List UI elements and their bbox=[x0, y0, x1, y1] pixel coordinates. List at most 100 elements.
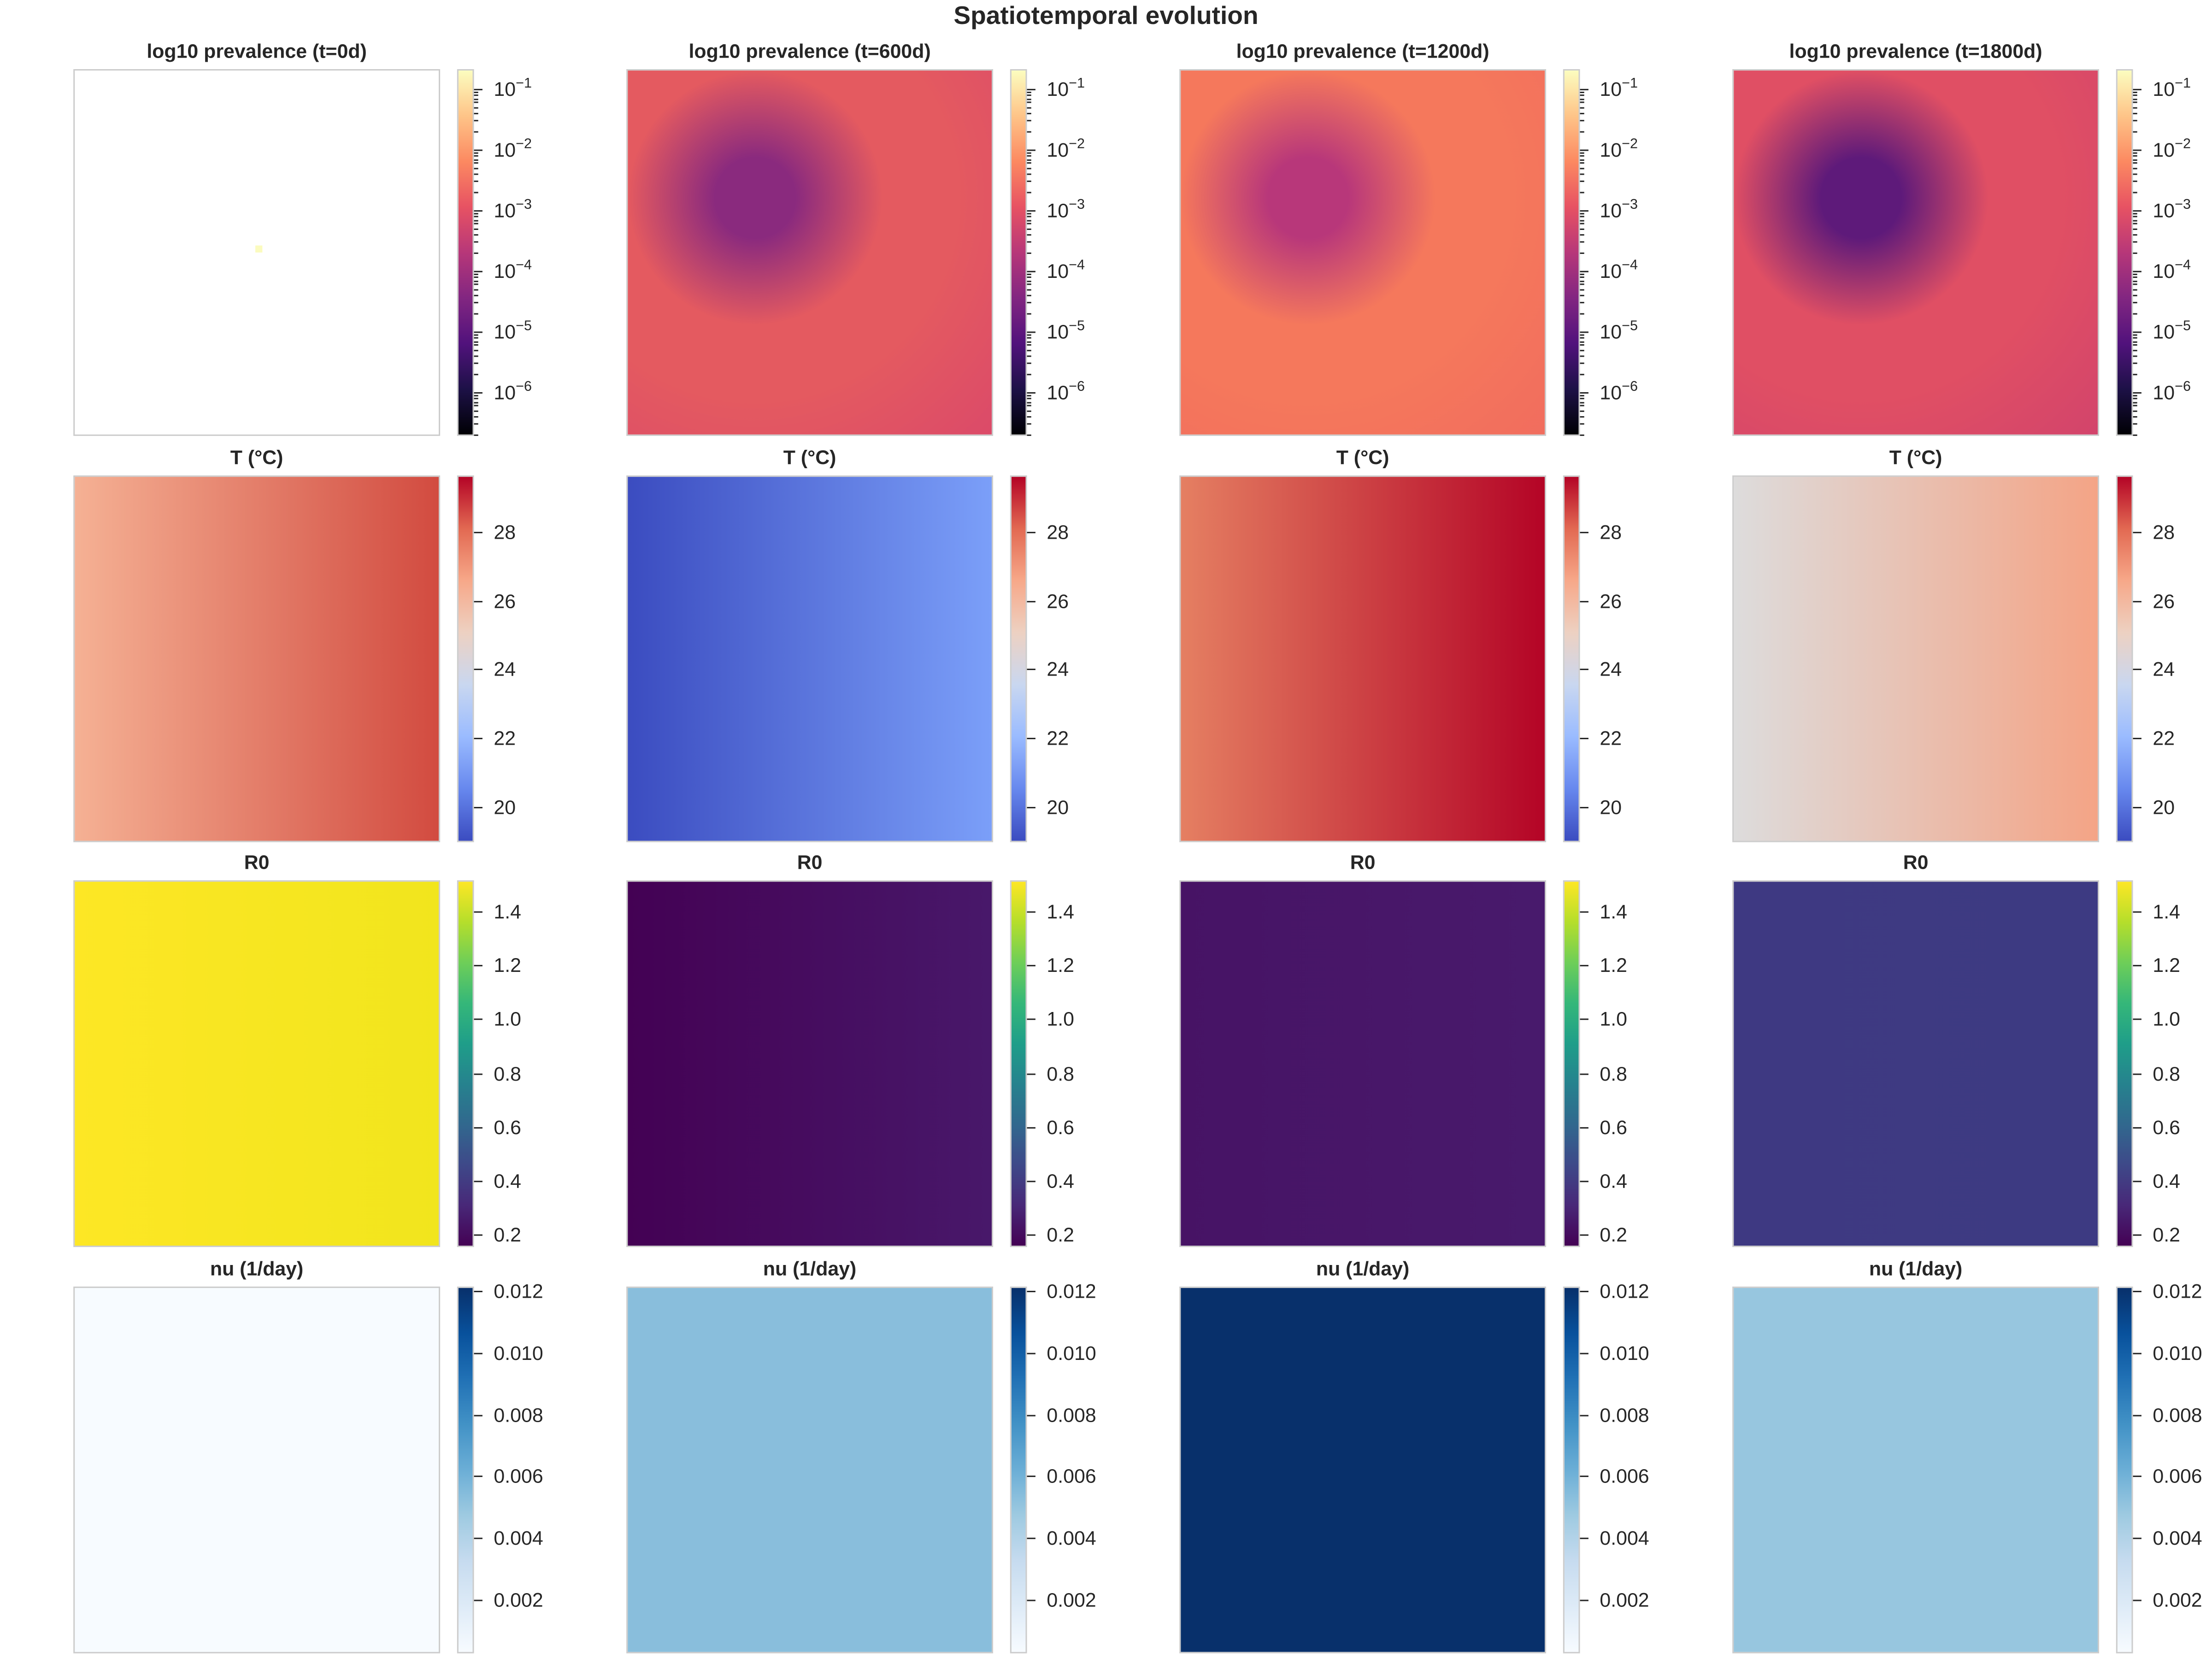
colorbar-tick-label: 0.2 bbox=[1600, 1224, 1627, 1247]
minor-tick bbox=[1580, 167, 1584, 169]
colorbar-tick-label: 1.0 bbox=[494, 1008, 522, 1031]
major-tick bbox=[474, 392, 482, 394]
minor-tick bbox=[1580, 98, 1584, 100]
minor-tick bbox=[1027, 424, 1031, 425]
minor-tick bbox=[1580, 228, 1584, 230]
tick-base: 10 bbox=[2153, 381, 2175, 404]
major-tick bbox=[2133, 1537, 2141, 1540]
tick-base: 10 bbox=[1600, 320, 1622, 343]
major-tick bbox=[474, 531, 482, 533]
colorbar-tick-label: 0.006 bbox=[494, 1465, 543, 1488]
major-tick bbox=[1580, 331, 1588, 333]
major-tick bbox=[2133, 1019, 2141, 1021]
minor-tick bbox=[1580, 216, 1584, 218]
minor-tick bbox=[1580, 284, 1584, 286]
minor-tick bbox=[2133, 374, 2137, 376]
colorbar-tick-label: 10−2 bbox=[1600, 136, 1638, 159]
colorbar-tick-label: 0.010 bbox=[2153, 1341, 2202, 1364]
colorbar-tick-label: 10−6 bbox=[2153, 379, 2191, 404]
minor-tick bbox=[2133, 159, 2137, 160]
heatmap-prevalence-3 bbox=[1732, 69, 2100, 436]
minor-tick bbox=[474, 98, 478, 100]
major-tick bbox=[1580, 600, 1588, 602]
colorbar-tick-label: 20 bbox=[2153, 795, 2175, 818]
tick-base: 10 bbox=[1047, 259, 1069, 282]
major-tick bbox=[474, 600, 482, 602]
colorbar-tick-label: 0.012 bbox=[494, 1280, 543, 1303]
minor-tick bbox=[1027, 363, 1031, 365]
minor-tick bbox=[2133, 91, 2137, 93]
tick-exponent: −3 bbox=[516, 197, 532, 213]
minor-tick bbox=[2133, 424, 2137, 425]
major-tick bbox=[2133, 1073, 2141, 1075]
minor-tick bbox=[1027, 434, 1031, 436]
minor-tick bbox=[2133, 98, 2137, 100]
tick-exponent: −1 bbox=[516, 76, 532, 92]
major-tick bbox=[474, 1537, 482, 1540]
tick-exponent: −2 bbox=[2175, 136, 2191, 153]
major-tick bbox=[474, 331, 482, 333]
panel-title: nu (1/day) bbox=[1869, 1257, 1963, 1280]
tick-base: 10 bbox=[494, 138, 516, 161]
major-tick bbox=[1580, 669, 1588, 671]
minor-tick bbox=[2133, 94, 2137, 96]
major-tick bbox=[474, 1235, 482, 1236]
tick-exponent: −3 bbox=[1622, 197, 1638, 213]
colorbar-tick-label: 0.002 bbox=[2153, 1588, 2202, 1611]
colorbar-tick-label: 10−1 bbox=[494, 76, 532, 100]
minor-tick bbox=[2133, 228, 2137, 230]
colorbar-tick-label: 0.6 bbox=[494, 1116, 522, 1139]
minor-tick bbox=[1027, 401, 1031, 403]
major-tick bbox=[2133, 1291, 2141, 1293]
tick-exponent: −5 bbox=[2175, 318, 2191, 335]
minor-tick bbox=[1027, 289, 1031, 291]
major-tick bbox=[1580, 1537, 1588, 1540]
minor-tick bbox=[1027, 349, 1031, 351]
minor-tick bbox=[1027, 341, 1031, 342]
colorbar-tick-label: 0.010 bbox=[1047, 1341, 1096, 1364]
minor-tick bbox=[2133, 224, 2137, 225]
minor-tick bbox=[1027, 228, 1031, 230]
major-tick bbox=[1027, 331, 1035, 333]
minor-tick bbox=[474, 416, 478, 418]
minor-tick bbox=[474, 167, 478, 169]
colorbar-tick-label: 1.2 bbox=[1047, 954, 1075, 977]
tick-base: 10 bbox=[494, 77, 516, 100]
colorbar-tick-label: 0.8 bbox=[1600, 1062, 1627, 1085]
major-tick bbox=[1027, 1476, 1035, 1478]
colorbar-tick-label: 0.2 bbox=[1047, 1224, 1075, 1247]
major-tick bbox=[1580, 149, 1588, 151]
minor-tick bbox=[2133, 112, 2137, 114]
minor-tick bbox=[1580, 102, 1584, 104]
panel-title: log10 prevalence (t=1800d) bbox=[1789, 39, 2042, 62]
major-tick bbox=[474, 669, 482, 671]
minor-tick bbox=[474, 276, 478, 278]
seed-cell bbox=[255, 245, 263, 253]
colorbar-tick-label: 1.2 bbox=[494, 954, 522, 977]
tick-exponent: −5 bbox=[516, 318, 532, 335]
major-tick bbox=[1580, 1476, 1588, 1478]
minor-tick bbox=[1027, 224, 1031, 225]
minor-tick bbox=[1027, 276, 1031, 278]
tick-exponent: −4 bbox=[2175, 258, 2191, 274]
colorbar-tick-label: 26 bbox=[1600, 589, 1622, 612]
major-tick bbox=[474, 1599, 482, 1601]
minor-tick bbox=[1580, 219, 1584, 221]
minor-tick bbox=[474, 212, 478, 214]
minor-tick bbox=[1027, 181, 1031, 183]
colorbar-R0 bbox=[457, 880, 474, 1247]
minor-tick bbox=[1580, 212, 1584, 214]
colorbar-tick-label: 10−2 bbox=[2153, 136, 2191, 159]
minor-tick bbox=[2133, 337, 2137, 339]
colorbar-tick-label: 22 bbox=[1600, 726, 1622, 749]
major-tick bbox=[1027, 1019, 1035, 1021]
minor-tick bbox=[1027, 416, 1031, 418]
tick-exponent: −2 bbox=[1622, 136, 1638, 153]
minor-tick bbox=[1027, 374, 1031, 376]
colorbar-temperature bbox=[1563, 475, 1580, 842]
tick-exponent: −3 bbox=[1069, 197, 1085, 213]
colorbar-tick-label: 0.010 bbox=[1600, 1341, 1649, 1364]
colorbar-tick-label: 10−3 bbox=[494, 197, 532, 220]
minor-tick bbox=[1580, 252, 1584, 254]
minor-tick bbox=[2133, 280, 2137, 282]
